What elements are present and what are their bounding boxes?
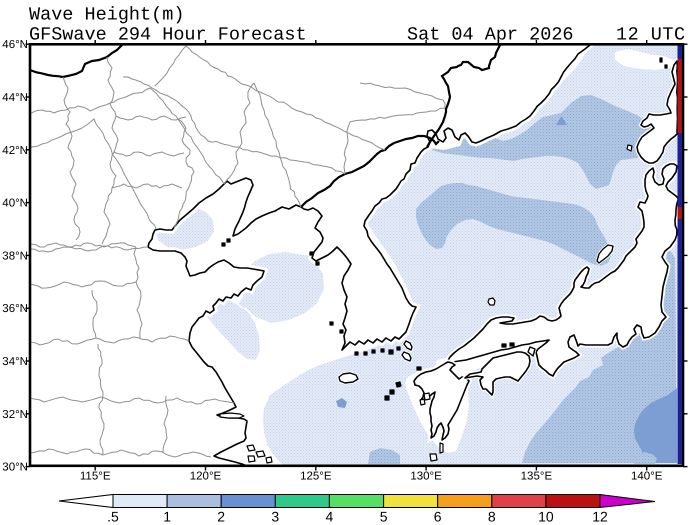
svg-text:Wave Height(m): Wave Height(m) [29, 5, 184, 26]
svg-text:44°N: 44°N [2, 92, 28, 104]
svg-text:125°E: 125°E [300, 471, 332, 483]
svg-text:GFSwave 294 Hour Forecast: GFSwave 294 Hour Forecast [29, 25, 307, 46]
svg-text:.5: .5 [107, 509, 119, 525]
svg-text:120°E: 120°E [190, 471, 222, 483]
svg-text:8: 8 [488, 509, 496, 525]
svg-text:2: 2 [217, 509, 225, 525]
svg-text:140°E: 140°E [631, 471, 663, 483]
svg-text:6: 6 [434, 509, 442, 525]
svg-text:130°E: 130°E [410, 471, 442, 483]
svg-text:3: 3 [271, 509, 279, 525]
svg-text:Sat 04 Apr 2026: Sat 04 Apr 2026 [407, 25, 574, 46]
svg-text:135°E: 135°E [521, 471, 553, 483]
svg-text:32°N: 32°N [2, 409, 28, 421]
svg-text:115°E: 115°E [80, 471, 111, 483]
svg-text:46°N: 46°N [2, 39, 28, 51]
svg-text:12: 12 [592, 509, 608, 525]
svg-text:10: 10 [538, 509, 554, 525]
svg-text:42°N: 42°N [2, 145, 28, 157]
svg-text:1: 1 [163, 509, 171, 525]
svg-text:5: 5 [380, 509, 388, 525]
svg-text:36°N: 36°N [2, 303, 28, 315]
svg-text:38°N: 38°N [2, 250, 28, 262]
svg-text:40°N: 40°N [2, 198, 28, 210]
svg-text:34°N: 34°N [2, 356, 28, 368]
svg-text:12 UTC: 12 UTC [616, 25, 686, 46]
svg-text:30°N: 30°N [2, 462, 28, 474]
svg-text:4: 4 [326, 509, 334, 525]
